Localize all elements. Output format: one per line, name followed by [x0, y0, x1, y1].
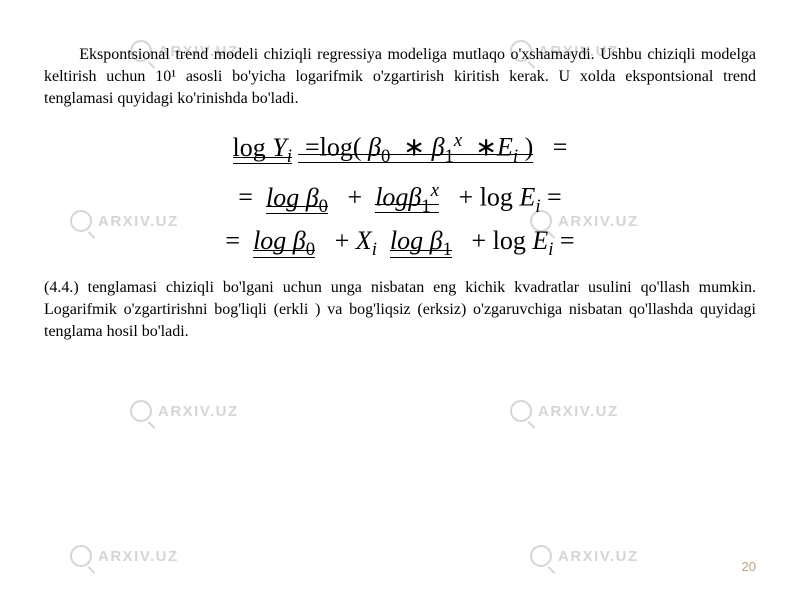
page-number: 20: [742, 559, 756, 574]
equation-block: log Yi =log( β0 ∗ β1x ∗Ei ) = = log β0 +…: [44, 124, 756, 267]
equation-line-2: = log β0 + logβ1x + log Ei =: [44, 174, 756, 224]
equation-line-1: log Yi =log( β0 ∗ β1x ∗Ei ) =: [44, 124, 756, 174]
paragraph-2: (4.4.) tenglamasi chiziqli bo'lgani uchu…: [44, 277, 756, 343]
equation-line-3: = log β0 + Xi log β1 + log Ei =: [44, 224, 756, 267]
paragraph-1: Ekspontsional trend modeli chiziqli regr…: [44, 44, 756, 110]
